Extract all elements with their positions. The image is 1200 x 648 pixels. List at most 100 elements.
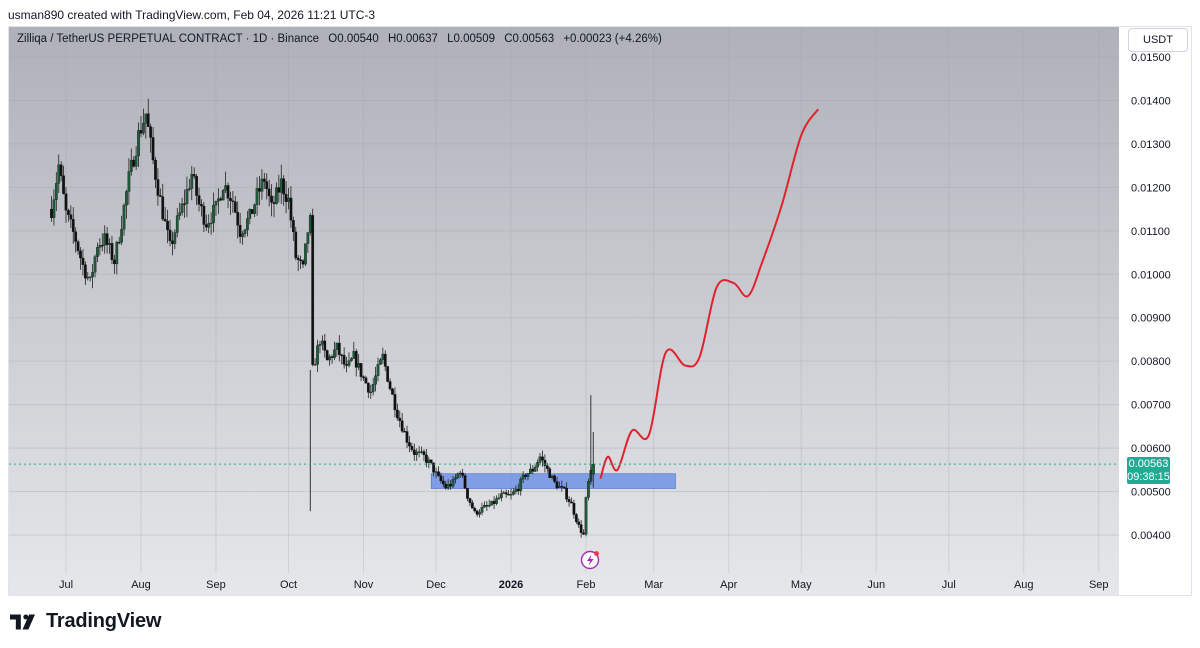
price-tick-label: 0.00500 [1131, 487, 1171, 499]
chart-frame[interactable] [8, 26, 1192, 596]
tradingview-logo-text[interactable]: TradingView [46, 610, 162, 632]
candle-body [531, 468, 535, 472]
price-axis[interactable]: 0.01500 0.01400 0.01300 0.01200 0.01100 0.010… [1131, 52, 1171, 542]
candle-body [420, 451, 423, 453]
tradingview-logo-icon[interactable] [10, 612, 40, 632]
candle-body [212, 204, 215, 224]
candle-body [129, 159, 133, 172]
price-tick-label: 0.01200 [1131, 182, 1171, 194]
candle-body [168, 229, 172, 242]
time-tick-label: Nov [354, 579, 374, 591]
candle-body [71, 219, 75, 232]
candle-body [74, 231, 78, 242]
candle-body [192, 174, 196, 177]
candle-body [146, 113, 150, 127]
time-tick-label: Jul [942, 579, 956, 591]
candle-body [490, 500, 494, 506]
time-tick-label: Apr [720, 579, 737, 591]
candle-body [458, 472, 462, 475]
symbol-legend: Zilliqa / TetherUS PERPETUAL CONTRACT · … [17, 33, 668, 45]
candle-body [96, 247, 99, 257]
candle-body [226, 185, 230, 199]
candle-body [333, 349, 336, 358]
price-tick-label: 0.01100 [1131, 226, 1170, 238]
candle-body [548, 468, 552, 478]
price-tick-label: 0.00900 [1131, 313, 1171, 325]
candle-body [93, 256, 97, 273]
candle-body [79, 250, 82, 259]
candle-body [294, 231, 298, 259]
candle-body [64, 193, 68, 211]
candle-body [480, 507, 484, 513]
high-value: H0.00637 [388, 33, 438, 45]
candle-body [359, 363, 363, 377]
candle-body [524, 474, 527, 477]
candle-body [405, 431, 409, 443]
candle-body [567, 499, 571, 503]
candle-body [86, 276, 90, 279]
forecast-line[interactable] [599, 108, 820, 479]
candle-body [139, 130, 143, 134]
candle-body [299, 259, 302, 261]
candle-body [122, 205, 126, 230]
candle-body [415, 451, 419, 455]
candle-body [357, 363, 361, 368]
candle-body [163, 218, 167, 222]
time-tick-label: May [791, 579, 812, 591]
candle-body [158, 195, 162, 197]
candle-body [553, 475, 556, 482]
price-tick-label: 0.00400 [1131, 530, 1171, 542]
low-value: L0.00509 [447, 33, 496, 45]
currency-button[interactable]: USDT [1128, 28, 1188, 52]
candle-body [516, 488, 520, 492]
candle-body [497, 497, 501, 499]
time-tick-label: Oct [280, 579, 297, 591]
candle-body [125, 191, 128, 206]
time-axis[interactable]: Jul Aug Sep Oct Nov Dec 2026 Feb Mar Apr May Jun Jul… [59, 579, 1109, 591]
candle-body [572, 502, 576, 515]
candle-body [403, 431, 406, 433]
candle-body [473, 508, 477, 512]
candle-body [52, 199, 56, 218]
candle-body [202, 205, 206, 225]
candle-body [422, 451, 426, 456]
candle-body [439, 475, 443, 482]
candle-body [180, 203, 184, 213]
candle-body [328, 356, 331, 361]
candle-body [461, 472, 465, 476]
open-value: O0.00540 [328, 33, 379, 45]
candle-body [321, 340, 324, 345]
candle-body [255, 188, 259, 205]
candle-body [512, 491, 515, 495]
candle-body [221, 190, 225, 201]
candle-body [120, 229, 123, 243]
candle-body [468, 498, 472, 503]
candle-body [521, 474, 525, 480]
candle-body [108, 243, 111, 245]
candle-body [98, 244, 102, 248]
candle-body [432, 462, 435, 473]
candle-body [81, 257, 85, 265]
price-tick-label: 0.00600 [1131, 443, 1171, 455]
time-tick-label: Feb [577, 579, 596, 591]
time-tick-label: 2026 [499, 579, 523, 591]
candle-body [398, 417, 402, 421]
candle-body [62, 175, 65, 194]
time-tick-label: Sep [1089, 579, 1109, 591]
candle-body [224, 185, 227, 191]
candle-body [441, 480, 445, 485]
candle-body [408, 442, 411, 447]
candle-body [105, 233, 109, 245]
flash-icon[interactable] [580, 550, 600, 570]
candle-body [545, 465, 549, 469]
candle-body [562, 486, 566, 489]
candle-series [50, 98, 595, 538]
time-tick-label: Mar [644, 579, 663, 591]
candle-body [550, 475, 554, 478]
candle-body [560, 486, 564, 488]
time-tick-label: Jul [59, 579, 73, 591]
candle-body [541, 456, 544, 461]
candle-body [434, 471, 438, 473]
candle-body [115, 241, 119, 265]
